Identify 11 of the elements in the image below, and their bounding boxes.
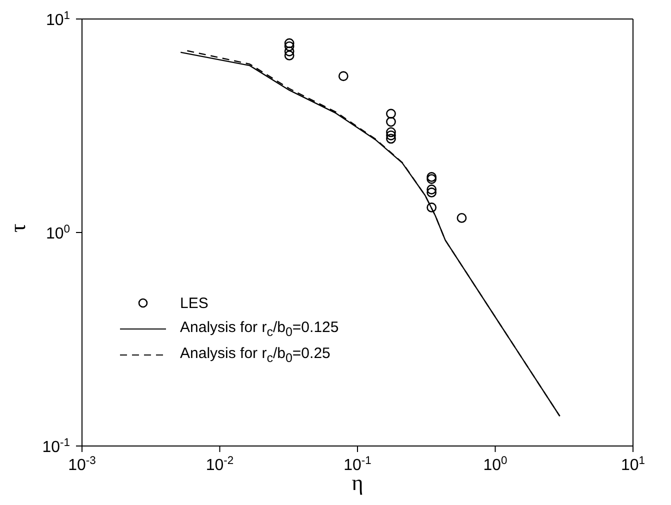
- legend-label: Analysis for r$_{c}$/b$_{0}$=0.25: [180, 345, 330, 365]
- y-tick-label: 10$^{-1}$: [42, 437, 70, 456]
- y-tick-label: 10$^{1}$: [46, 10, 70, 29]
- x-tick-label: 10$^{-3}$: [68, 455, 96, 474]
- x-tick-label: 10$^{-2}$: [206, 455, 234, 474]
- legend-label: Analysis for r$_{c}$/b$_{0}$=0.125: [180, 319, 339, 339]
- x-tick-label: 10$^{0}$: [483, 455, 508, 474]
- y-axis-title: τ: [4, 224, 30, 232]
- y-tick-label: 10$^{0}$: [46, 224, 70, 242]
- legend-label: LES: [180, 294, 208, 312]
- x-tick-label: 10$^{1}$: [620, 455, 646, 474]
